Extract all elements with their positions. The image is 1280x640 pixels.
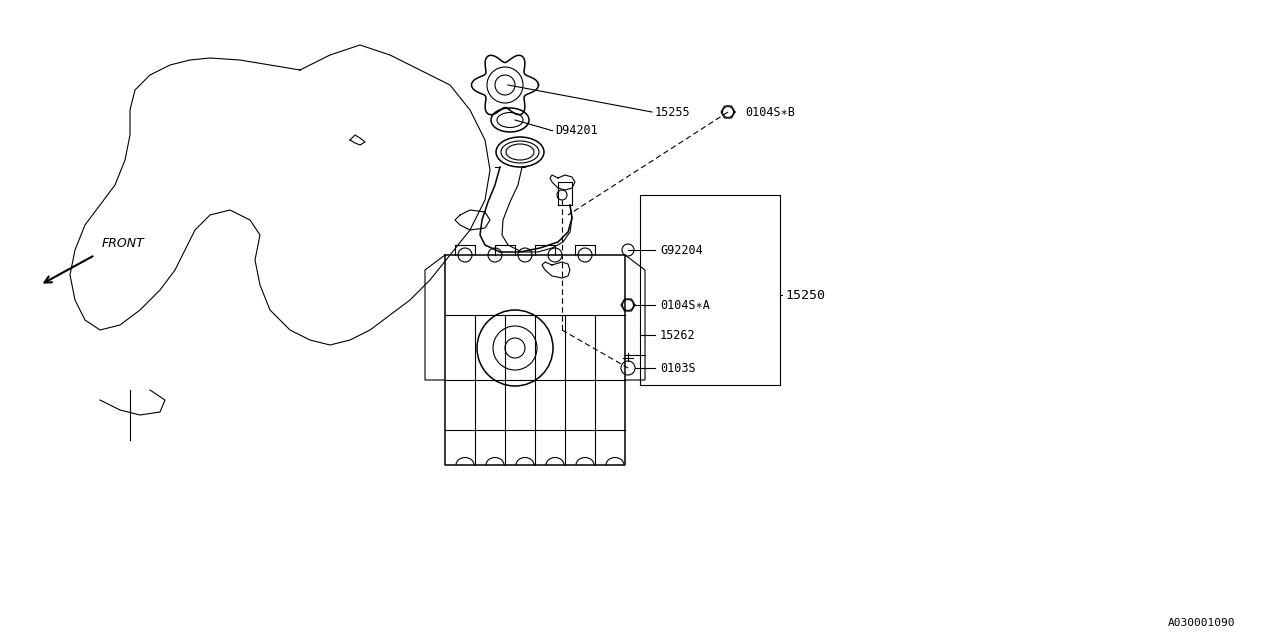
Text: D94201: D94201 [556, 124, 598, 136]
Circle shape [621, 361, 635, 375]
Text: 15255: 15255 [655, 106, 691, 118]
Text: 0104S∗B: 0104S∗B [745, 106, 795, 118]
Text: 15262: 15262 [660, 328, 695, 342]
Circle shape [722, 106, 733, 118]
Text: FRONT: FRONT [102, 237, 145, 250]
Circle shape [622, 244, 634, 256]
Text: 15250: 15250 [785, 289, 826, 301]
Text: 0103S: 0103S [660, 362, 695, 374]
Text: G92204: G92204 [660, 243, 703, 257]
Text: 0104S∗A: 0104S∗A [660, 298, 710, 312]
Circle shape [557, 190, 567, 200]
Circle shape [622, 300, 634, 310]
Text: A030001090: A030001090 [1167, 618, 1235, 628]
